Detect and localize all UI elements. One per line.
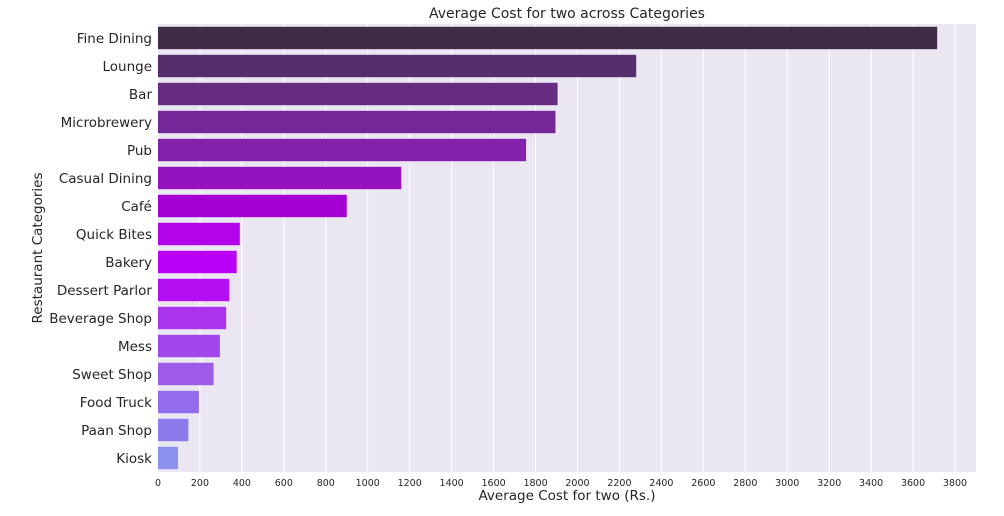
bar	[158, 418, 189, 442]
x-tick-label: 2800	[733, 478, 757, 489]
x-tick-label: 1400	[440, 478, 464, 489]
y-tick-label: Quick Bites	[76, 227, 152, 243]
y-axis-label: Restaurant Categories	[30, 173, 46, 324]
x-axis-label: Average Cost for two (Rs.)	[478, 488, 655, 504]
y-tick-label: Bakery	[105, 255, 152, 271]
y-tick-label: Fine Dining	[77, 31, 152, 47]
x-tick-label: 200	[191, 478, 209, 489]
y-tick-label: Bar	[129, 87, 153, 103]
bar	[158, 278, 230, 302]
y-tick-label: Mess	[118, 339, 152, 355]
y-tick-labels: Fine Dining Lounge Bar Microbrewery Pub Casua…	[49, 31, 152, 467]
y-tick-label: Lounge	[102, 59, 152, 75]
y-tick-label: Casual Dining	[59, 171, 152, 187]
y-tick-label: Pub	[127, 143, 152, 159]
x-tick-label: 3400	[859, 478, 883, 489]
bar	[158, 82, 558, 106]
x-tick-label: 2000	[565, 478, 589, 489]
bar	[158, 138, 527, 162]
bar	[158, 306, 227, 330]
x-tick-label: 1800	[523, 478, 547, 489]
bar	[158, 54, 637, 78]
x-tick-label: 2200	[607, 478, 631, 489]
x-tick-label: 3000	[775, 478, 799, 489]
x-tick-labels: 0 200 400 600 800 1000 1200 1400 1600 1800 2000 220…	[155, 478, 967, 489]
y-tick-label: Food Truck	[80, 395, 152, 411]
x-tick-label: 1200	[398, 478, 422, 489]
bar	[158, 250, 237, 274]
x-tick-label: 2400	[649, 478, 673, 489]
y-tick-label: Microbrewery	[61, 115, 152, 131]
x-tick-label: 400	[233, 478, 251, 489]
bars	[158, 26, 938, 470]
x-tick-label: 600	[275, 478, 293, 489]
bar	[158, 166, 402, 190]
x-tick-label: 3800	[943, 478, 967, 489]
bar	[158, 390, 199, 414]
bar	[158, 362, 214, 386]
bar	[158, 194, 347, 218]
x-tick-label: 0	[155, 478, 161, 489]
y-tick-label: Paan Shop	[81, 423, 152, 439]
x-tick-label: 1600	[481, 478, 505, 489]
chart-title: Average Cost for two across Categories	[429, 6, 705, 22]
x-tick-label: 1000	[356, 478, 380, 489]
x-tick-label: 800	[317, 478, 335, 489]
x-tick-label: 3200	[817, 478, 841, 489]
bar	[158, 222, 240, 246]
bar	[158, 26, 938, 50]
x-tick-label: 3600	[901, 478, 925, 489]
y-tick-label: Beverage Shop	[49, 311, 152, 327]
y-tick-label: Dessert Parlor	[57, 283, 153, 299]
y-tick-label: Sweet Shop	[72, 367, 152, 383]
bar	[158, 446, 178, 470]
y-tick-label: Kiosk	[116, 451, 152, 467]
y-tick-label: Café	[121, 199, 152, 215]
bar	[158, 110, 556, 134]
x-tick-label: 2600	[691, 478, 715, 489]
bar	[158, 334, 220, 358]
